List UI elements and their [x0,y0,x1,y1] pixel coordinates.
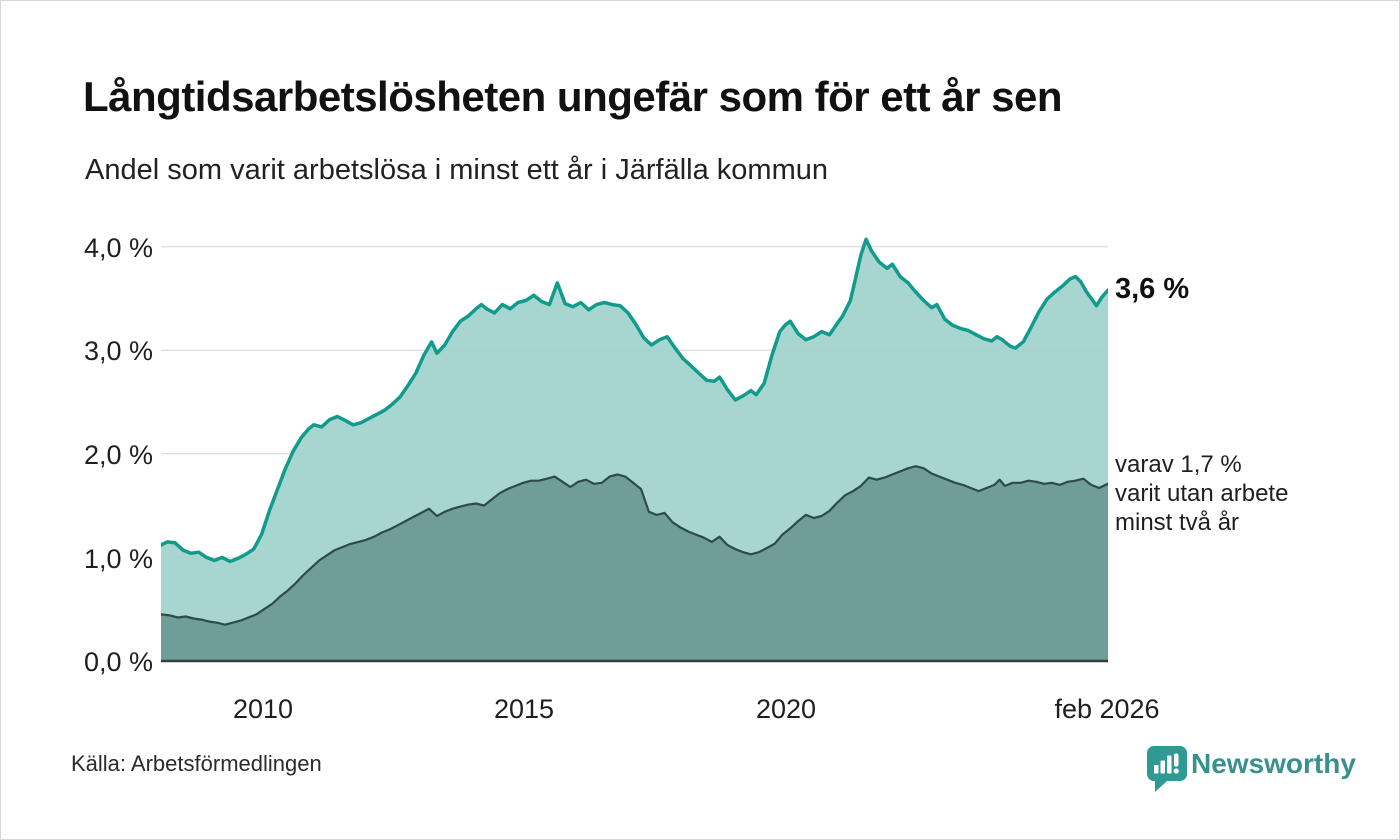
y-tick-label: 1,0 % [83,544,153,574]
chart-subtitle: Andel som varit arbetslösa i minst ett å… [85,154,828,186]
newsworthy-icon [1147,746,1187,792]
x-tick-label: 2010 [232,694,294,724]
source-note: Källa: Arbetsförmedlingen [71,751,322,776]
y-tick-label: 4,0 % [83,233,153,263]
y-tick-label: 0,0 % [83,647,153,677]
secondary-annotation-line: minst två år [1115,509,1240,536]
y-tick-label: 2,0 % [83,440,153,470]
secondary-value-annotation: varav 1,7 % varit utan arbete minst två … [1115,450,1288,537]
x-tick-label: feb 2026 [1054,694,1160,724]
area-chart-plot [161,237,1108,663]
x-tick-label: 2015 [493,694,555,724]
y-tick-label: 3,0 % [83,336,153,366]
x-tick-label: 2020 [755,694,817,724]
brand-name: Newsworthy [1191,748,1356,779]
latest-value-annotation: 3,6 % [1115,273,1190,305]
page-title: Långtidsarbetslösheten ungefär som för e… [83,73,1063,120]
secondary-annotation-line: varav 1,7 % [1115,451,1242,478]
secondary-annotation-line: varit utan arbete [1115,480,1289,507]
